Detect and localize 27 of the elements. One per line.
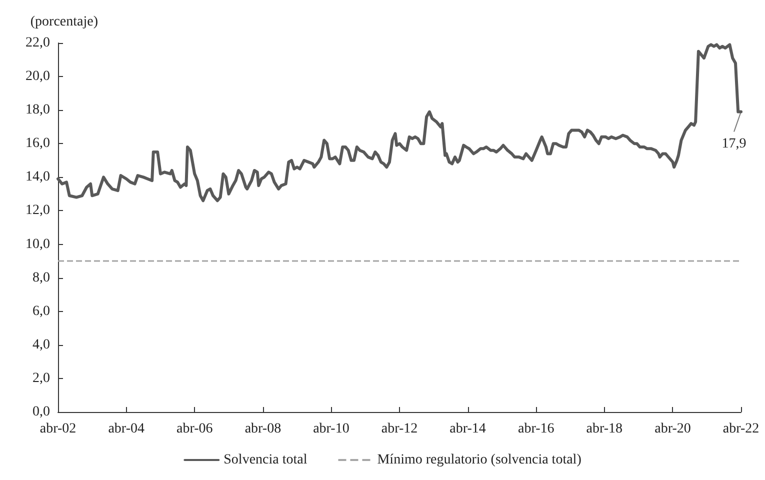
x-tick-label: abr-08: [244, 422, 282, 436]
x-tick-label: abr-16: [518, 422, 554, 436]
y-tick-label: 10,0: [26, 236, 50, 252]
y-tick-label: 14,0: [26, 170, 50, 185]
x-tick-label: abr-10: [313, 422, 350, 436]
x-tick-label: abr-06: [176, 422, 213, 436]
annotation: 17,9: [722, 136, 746, 152]
y-axis-title: (porcentaje): [30, 14, 98, 30]
y-tick-label: 4,0: [32, 337, 50, 352]
y-tick-label: 2,0: [32, 370, 50, 386]
legend-label: Solvencia total: [224, 452, 308, 468]
y-tick-label: 16,0: [26, 136, 50, 152]
y-tick-label: 20,0: [26, 69, 50, 84]
y-tick-label: 6,0: [32, 304, 50, 319]
x-tick-label: abr-20: [654, 422, 691, 436]
x-tick-label: abr-04: [108, 422, 144, 436]
legend-label: Mínimo regulatorio (solvencia total): [377, 452, 582, 468]
y-tick-label: 8,0: [32, 270, 50, 286]
x-tick-label: abr-18: [586, 422, 623, 436]
x-tick-label: abr-12: [381, 422, 418, 436]
x-tick-label: abr-22: [722, 422, 760, 436]
y-tick-label: 0,0: [32, 404, 50, 420]
x-tick-label: abr-02: [40, 422, 76, 436]
y-tick-label: 18,0: [26, 102, 50, 118]
x-tick-label: abr-14: [450, 422, 486, 436]
y-tick-label: 12,0: [26, 203, 50, 218]
y-tick-label: 22,0: [26, 36, 50, 50]
